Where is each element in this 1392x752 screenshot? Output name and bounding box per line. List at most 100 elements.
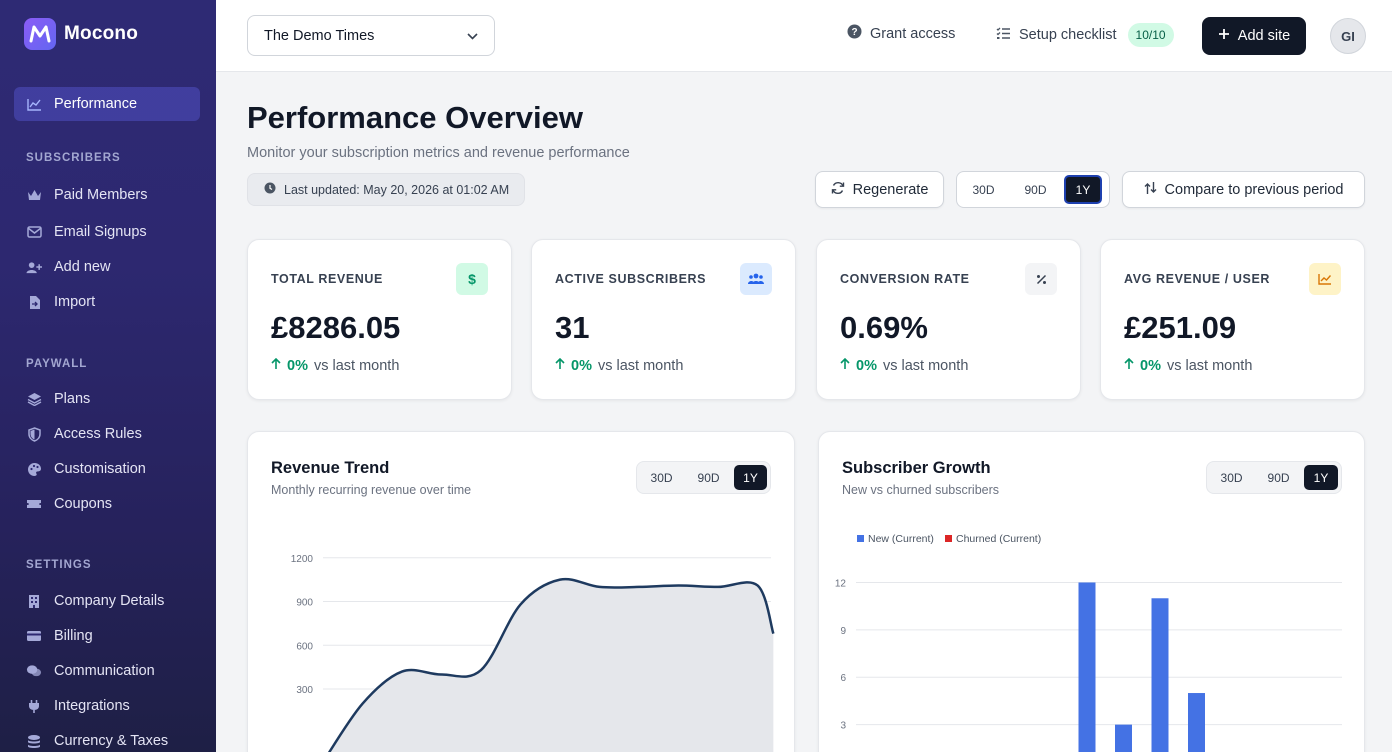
stat-value: £251.09 — [1124, 310, 1237, 345]
y-tick-label: 600 — [296, 641, 313, 652]
subscriber-growth-card: Subscriber Growth New vs churned subscri… — [818, 431, 1365, 752]
crown-icon — [26, 187, 42, 203]
y-tick-label: 300 — [296, 685, 313, 696]
section-label-subscribers: SUBSCRIBERS — [26, 152, 121, 164]
plus-icon — [1218, 28, 1230, 44]
stat-delta-value: 0% — [856, 358, 877, 374]
arrow-up-icon — [1124, 357, 1134, 374]
grant-access-button[interactable]: ? Grant access — [847, 24, 955, 43]
sidebar-item-customisation[interactable]: Customisation — [14, 452, 200, 486]
dollar-icon: $ — [456, 263, 488, 295]
range-option-1y[interactable]: 1Y — [734, 465, 767, 490]
sidebar-item-add-new[interactable]: Add new — [14, 250, 200, 284]
refresh-icon — [831, 181, 845, 199]
bar-new — [1078, 582, 1096, 752]
sidebar-item-performance[interactable]: Performance — [14, 87, 200, 121]
legend-swatch — [857, 535, 864, 542]
sidebar-item-label: Paid Members — [54, 187, 148, 203]
stat-card-total-revenue: TOTAL REVENUE $ £8286.05 0% vs last mont… — [247, 239, 512, 400]
revenue-area — [329, 579, 774, 752]
add-site-button[interactable]: Add site — [1202, 17, 1306, 55]
setup-progress-badge: 10/10 — [1127, 23, 1174, 47]
coins-icon — [26, 733, 42, 749]
trend-icon — [1309, 263, 1341, 295]
range-option-90d[interactable]: 90D — [1024, 182, 1047, 197]
compare-period-button[interactable]: Compare to previous period — [1122, 171, 1365, 208]
sidebar-item-coupons[interactable]: Coupons — [14, 487, 200, 521]
stat-delta-text: vs last month — [882, 358, 969, 374]
sidebar-item-label: Currency & Taxes — [54, 733, 169, 749]
brand[interactable]: Mocono — [24, 18, 138, 50]
range-option-90d[interactable]: 90D — [1267, 470, 1290, 485]
revenue-trend-card: Revenue Trend Monthly recurring revenue … — [247, 431, 795, 752]
bar-new — [1151, 598, 1169, 752]
stat-label: TOTAL REVENUE — [271, 272, 383, 286]
chart-title: Subscriber Growth — [842, 459, 991, 477]
sidebar-item-label: Integrations — [54, 698, 130, 714]
setup-checklist-button[interactable]: Setup checklist 10/10 — [996, 23, 1174, 47]
stat-card-conversion-rate: CONVERSION RATE 0.69% 0% vs last month — [816, 239, 1081, 400]
building-icon — [26, 593, 42, 609]
stat-value: 0.69% — [840, 310, 928, 345]
chevron-down-icon — [467, 28, 478, 44]
compare-label: Compare to previous period — [1164, 181, 1344, 198]
help-circle-icon: ? — [847, 24, 862, 43]
arrow-up-icon — [271, 357, 281, 374]
legend-swatch — [945, 535, 952, 542]
sidebar-item-label: Performance — [54, 96, 138, 112]
range-option-30d[interactable]: 30D — [650, 470, 673, 485]
section-label-paywall: PAYWALL — [26, 358, 88, 370]
range-option-1y[interactable]: 1Y — [1304, 465, 1338, 490]
sidebar-item-access-rules[interactable]: Access Rules — [14, 417, 200, 451]
svg-text:?: ? — [851, 27, 857, 38]
clock-icon — [264, 182, 276, 197]
page-subtitle: Monitor your subscription metrics and re… — [247, 145, 630, 161]
legend-label: Churned (Current) — [956, 533, 1041, 545]
range-option-30d[interactable]: 30D — [972, 182, 995, 197]
sidebar-item-label: Communication — [54, 663, 155, 679]
chart-title: Revenue Trend — [271, 459, 390, 477]
range-option-30d[interactable]: 30D — [1220, 470, 1243, 485]
add-site-label: Add site — [1237, 28, 1291, 44]
palette-icon — [26, 461, 42, 477]
sidebar-item-label: Import — [54, 294, 96, 310]
sidebar-item-company-details[interactable]: Company Details — [14, 584, 200, 618]
stat-card-avg-revenue: AVG REVENUE / USER £251.09 0% vs last mo… — [1100, 239, 1365, 400]
ticket-icon — [26, 496, 42, 512]
sidebar-item-label: Coupons — [54, 496, 113, 512]
sidebar-item-billing[interactable]: Billing — [14, 619, 200, 653]
layers-icon — [26, 391, 42, 407]
stat-value: 31 — [555, 310, 590, 345]
sidebar-item-label: Plans — [54, 391, 91, 407]
y-tick-label: 6 — [840, 673, 846, 684]
compare-arrows-icon — [1144, 181, 1157, 199]
checklist-icon — [996, 27, 1011, 44]
sidebar-item-paid-members[interactable]: Paid Members — [14, 178, 200, 212]
chat-icon — [26, 663, 42, 679]
user-avatar[interactable]: GI — [1330, 18, 1366, 54]
stat-delta: 0% vs last month — [840, 357, 969, 374]
users-icon — [740, 263, 772, 295]
site-select[interactable]: The Demo Times — [247, 15, 495, 56]
sidebar-item-plans[interactable]: Plans — [14, 382, 200, 416]
section-label-settings: SETTINGS — [26, 559, 92, 571]
sidebar-item-label: Email Signups — [54, 224, 147, 240]
stat-delta: 0% vs last month — [271, 357, 399, 374]
arrow-up-icon — [840, 357, 850, 374]
regenerate-button[interactable]: Regenerate — [815, 171, 944, 208]
stat-delta-text: vs last month — [1166, 358, 1253, 374]
bar-new — [1188, 693, 1205, 752]
sidebar-item-email-signups[interactable]: Email Signups — [14, 215, 200, 249]
sidebar-item-currency-taxes[interactable]: Currency & Taxes — [14, 724, 200, 752]
sidebar-item-integrations[interactable]: Integrations — [14, 689, 200, 723]
sidebar-item-communication[interactable]: Communication — [14, 654, 200, 688]
sidebar-item-import[interactable]: Import — [14, 285, 200, 319]
brand-name: Mocono — [64, 23, 139, 44]
range-option-90d[interactable]: 90D — [697, 470, 720, 485]
stat-delta: 0% vs last month — [555, 357, 683, 374]
range-option-1y[interactable]: 1Y — [1064, 175, 1102, 204]
sidebar-item-label: Add new — [54, 259, 111, 275]
site-select-value: The Demo Times — [264, 27, 375, 44]
stat-value: £8286.05 — [271, 310, 401, 345]
legend-label: New (Current) — [868, 533, 934, 545]
